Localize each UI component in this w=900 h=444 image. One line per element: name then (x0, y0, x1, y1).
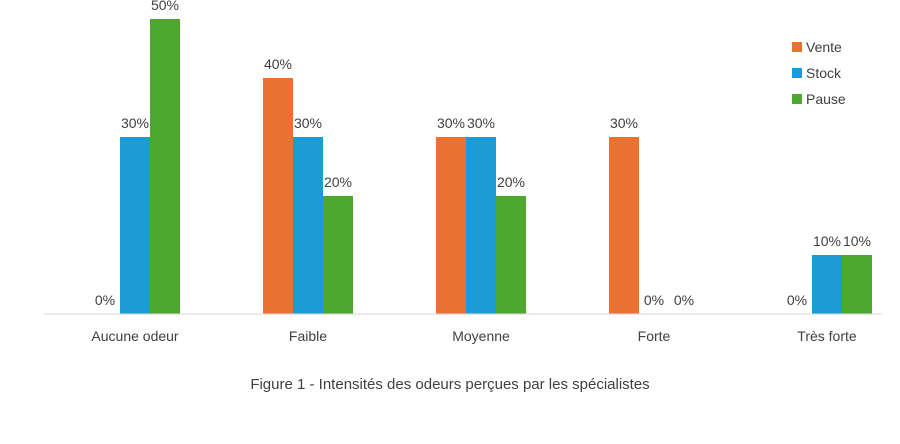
value-label-stock-3: 0% (644, 292, 664, 308)
legend-label-vente: Vente (806, 39, 842, 55)
category-label-0: Aucune odeur (91, 328, 179, 344)
bar-stock-2 (466, 137, 496, 314)
value-label-vente-3: 30% (610, 115, 638, 131)
bar-vente-2 (436, 137, 466, 314)
bar-stock-4 (812, 255, 842, 314)
category-label-2: Moyenne (452, 328, 510, 344)
bars-group (120, 19, 872, 314)
legend-label-stock: Stock (806, 65, 842, 81)
value-label-stock-0: 30% (121, 115, 149, 131)
category-labels-group: Aucune odeur Faible Moyenne Forte Très forte (91, 328, 856, 344)
category-label-3: Forte (638, 328, 671, 344)
value-label-pause-1: 20% (324, 174, 352, 190)
value-label-vente-4: 0% (787, 292, 807, 308)
value-label-vente-0: 0% (95, 292, 115, 308)
value-label-pause-3: 0% (674, 292, 694, 308)
legend-label-pause: Pause (806, 91, 846, 107)
bar-pause-2 (496, 196, 526, 314)
category-label-1: Faible (289, 328, 327, 344)
legend-swatch-stock (792, 68, 802, 78)
value-label-vente-2: 30% (437, 115, 465, 131)
value-label-pause-2: 20% (497, 174, 525, 190)
bar-pause-0 (150, 19, 180, 314)
legend-swatch-pause (792, 94, 802, 104)
value-label-pause-0: 50% (151, 0, 179, 13)
value-label-pause-4: 10% (843, 233, 871, 249)
legend: Vente Stock Pause (792, 39, 846, 107)
figure-caption: Figure 1 - Intensités des odeurs perçues… (250, 376, 650, 393)
value-label-stock-1: 30% (294, 115, 322, 131)
bar-vente-3 (609, 137, 639, 314)
bar-pause-4 (842, 255, 872, 314)
value-label-vente-1: 40% (264, 56, 292, 72)
bar-pause-1 (323, 196, 353, 314)
value-labels-group: 0%30%50%40%30%20%30% 30%20%30%0% 0% 0%10% 10… (95, 0, 871, 308)
bar-vente-1 (263, 78, 293, 314)
category-label-4: Très forte (797, 328, 857, 344)
bar-stock-1 (293, 137, 323, 314)
legend-swatch-vente (792, 42, 802, 52)
value-label-stock-2: 30% (467, 115, 495, 131)
bar-stock-0 (120, 137, 150, 314)
value-label-stock-4: 10% (813, 233, 841, 249)
